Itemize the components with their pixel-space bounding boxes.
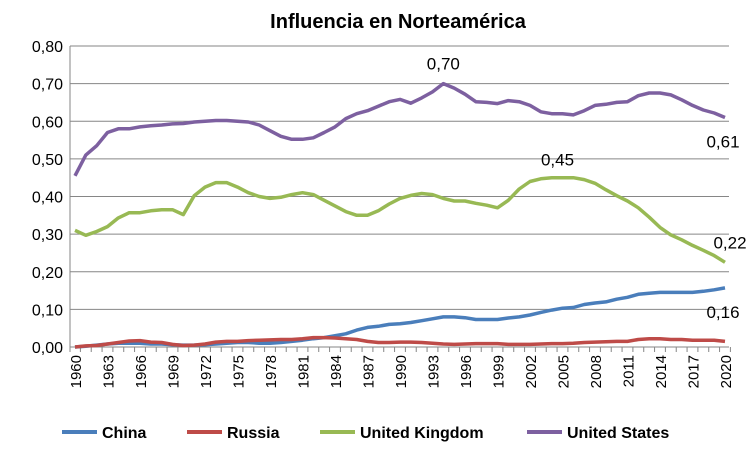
x-tick-label: 2020 [718,355,735,388]
x-tick-label: 2002 [523,355,540,388]
y-tick-label: 0,50 [32,152,63,169]
x-tick-label: 1981 [296,355,313,388]
x-tick-label: 1987 [361,355,378,388]
legend-label: United States [567,425,669,442]
data-label: 0,16 [706,303,739,322]
x-tick-label: 1978 [263,355,280,388]
y-tick-label: 0,70 [32,77,63,94]
x-tick-label: 2008 [588,355,605,388]
legend-label: Russia [227,425,280,442]
x-tick-label: 1960 [68,355,85,388]
series-line-united-states [73,81,726,177]
data-label: 0,22 [713,233,746,252]
x-tick-label: 1972 [198,355,215,388]
x-tick-label: 1963 [101,355,118,388]
data-label: 0,45 [541,151,574,170]
x-tick-label: 1993 [426,355,443,388]
y-tick-label: 0,30 [32,227,63,244]
y-tick-label: 0,40 [32,190,63,207]
data-label: 0,70 [427,55,460,74]
x-tick-label: 2011 [621,355,638,387]
legend-label: China [102,425,147,442]
x-tick-label: 2014 [653,355,670,388]
x-tick-label: 1996 [458,355,475,388]
y-tick-label: 0,80 [32,39,63,56]
y-tick-label: 0,60 [32,114,63,131]
x-tick-label: 1966 [133,355,150,388]
data-label: 0,61 [706,132,739,151]
x-tick-label: 1969 [166,355,183,388]
legend-label: United Kingdom [360,425,484,442]
x-tick-label: 1999 [491,355,508,388]
series-line-china [74,286,726,349]
chart-title: Influencia en Norteamérica [270,11,527,33]
x-tick-label: 1990 [393,355,410,388]
x-tick-label: 1984 [328,355,345,388]
x-tick-label: 2005 [556,355,573,388]
y-tick-label: 0,10 [32,302,63,319]
y-tick-label: 0,00 [32,340,63,357]
series-line-united-kingdom [74,175,726,264]
y-tick-label: 0,20 [32,265,63,282]
x-tick-label: 2017 [686,355,703,388]
series-line-russia [74,335,726,349]
x-tick-label: 1975 [231,355,248,388]
